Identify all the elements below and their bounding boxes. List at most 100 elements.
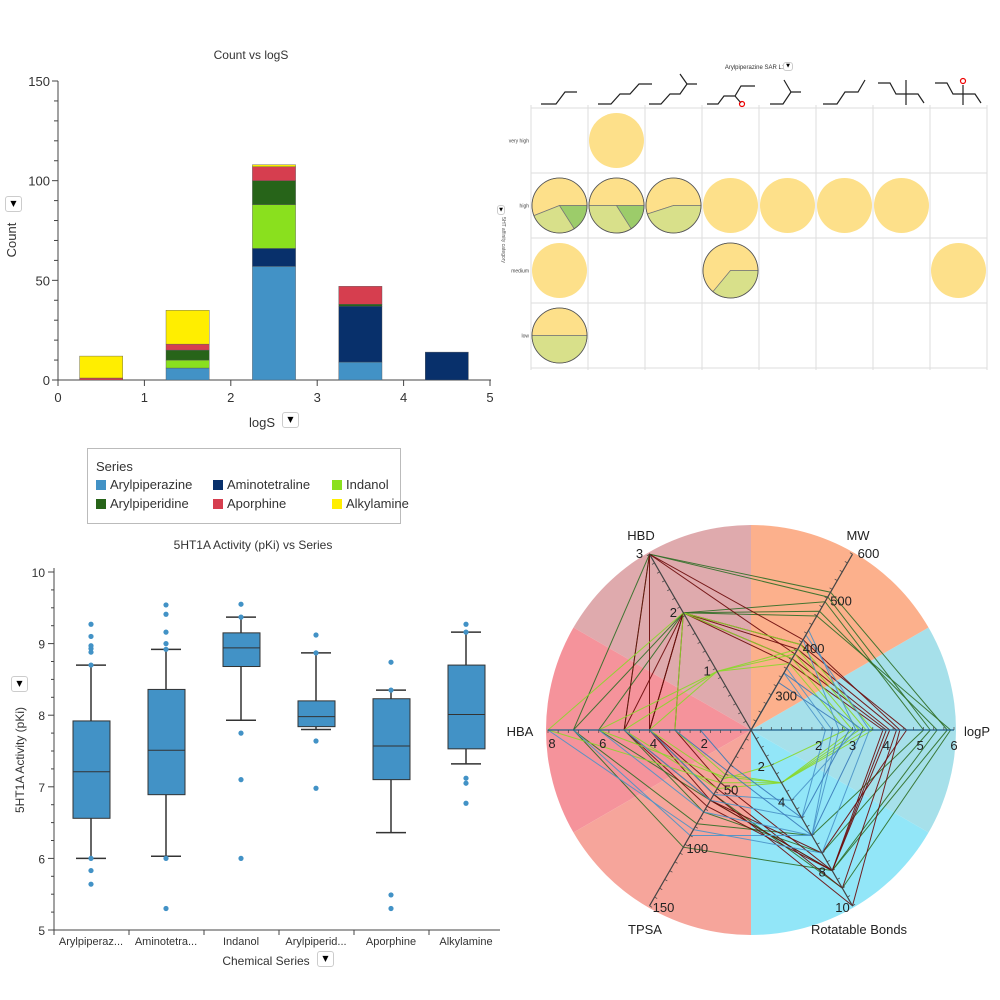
- outlier-point: [163, 611, 169, 617]
- radar-tick-label: 6: [599, 736, 606, 751]
- radar-tick: [837, 877, 841, 880]
- radar-tick: [783, 666, 787, 669]
- radar-axis-label: Rotatable Bonds: [811, 922, 908, 937]
- radar-tick: [669, 870, 673, 873]
- histogram-y-label: Count: [4, 222, 19, 257]
- outlier-point: [163, 629, 169, 635]
- y-tick-label: 10: [32, 566, 46, 580]
- legend-item[interactable]: Aporphine: [213, 496, 286, 511]
- legend-item[interactable]: Alkylamine: [332, 496, 409, 511]
- legend-swatch: [332, 498, 342, 509]
- radar-tick: [849, 552, 853, 555]
- radar-tick: [735, 756, 739, 759]
- outlier-point: [88, 646, 94, 652]
- radar-tick: [710, 800, 714, 803]
- radar-tick: [700, 817, 704, 820]
- y-tick-label: 150: [28, 74, 50, 89]
- outlier-point: [88, 881, 94, 887]
- x-tick-label: Indanol: [223, 936, 259, 948]
- radar-tick: [806, 824, 810, 827]
- legend-swatch: [96, 479, 106, 490]
- oxygen-atom-icon: [959, 77, 967, 85]
- radar-tick: [667, 589, 670, 592]
- radar-tick: [651, 562, 655, 565]
- radar-tick-label: 8: [548, 736, 555, 751]
- pie-chart: [874, 178, 929, 233]
- pie-chart: [589, 113, 644, 168]
- pie-outline: [702, 242, 759, 299]
- radar-tick: [679, 852, 683, 855]
- outlier-point: [463, 780, 469, 786]
- radar-tick-label: 4: [650, 736, 657, 751]
- radar-tick: [819, 605, 823, 608]
- legend-item[interactable]: Aminotetraline: [213, 477, 310, 492]
- legend-label: Indanol: [346, 477, 389, 492]
- radar-tick: [661, 580, 665, 583]
- sar-title-dropdown[interactable]: ▼: [783, 62, 793, 71]
- outlier-point: [88, 633, 94, 640]
- legend-swatch: [213, 498, 223, 509]
- radar-tick: [798, 640, 802, 643]
- radar-tick: [687, 624, 691, 627]
- radar-tick: [740, 747, 744, 750]
- box-plot-y-label: 5HT1A Activity (pKi): [13, 707, 27, 813]
- x-tick-label: Arylpiperaz...: [59, 936, 123, 948]
- box-plot-x-label: Chemical Series: [222, 954, 309, 968]
- legend-title: Series: [96, 459, 133, 474]
- radar-tick-label: 2: [815, 738, 822, 753]
- radar-tick: [694, 826, 698, 829]
- outlier-point: [163, 646, 169, 652]
- outlier-point: [238, 601, 244, 607]
- radar-tick-label: 4: [778, 794, 785, 809]
- radar-axis-label: MW: [846, 528, 870, 543]
- radar-axis-label: logP: [964, 724, 990, 739]
- y-tick-label: 0: [43, 373, 50, 388]
- box-plot-y-axis-dropdown[interactable]: ▼: [11, 676, 28, 692]
- histogram-y-axis-dropdown[interactable]: ▼: [5, 196, 22, 212]
- radar-axis-label: HBD: [627, 528, 654, 543]
- radar-tick-label: 400: [803, 641, 825, 656]
- radar-tick: [649, 905, 653, 908]
- radar-tick: [788, 657, 792, 660]
- outlier-point: [238, 855, 244, 862]
- radar-tick: [844, 561, 848, 564]
- legend-item[interactable]: Arylpiperazine: [96, 477, 192, 492]
- radar-tick: [755, 736, 759, 740]
- x-tick-label: 1: [141, 390, 148, 405]
- radar-tick: [717, 676, 721, 680]
- legend-item[interactable]: Indanol: [332, 477, 389, 492]
- x-tick-label: 0: [54, 390, 61, 405]
- x-tick-label: 4: [400, 390, 407, 405]
- radar-tick: [842, 886, 846, 889]
- pie-chart: [532, 243, 587, 298]
- box-plot-title: 5HT1A Activity (pKi) vs Series: [174, 538, 333, 552]
- y-tick-label: 8: [38, 709, 45, 723]
- bar-segment-alkylamine: [165, 310, 210, 345]
- histogram-x-axis-dropdown[interactable]: ▼: [282, 412, 299, 428]
- legend-label: Alkylamine: [346, 496, 409, 511]
- radar-tick: [766, 754, 769, 757]
- bar-segment-alkylamine: [252, 164, 296, 167]
- bar-segment-aminotetraline: [425, 351, 469, 381]
- bar-segment-aporphine: [338, 286, 383, 305]
- radar-tick: [712, 668, 716, 671]
- outlier-point: [238, 614, 244, 620]
- radar-tick: [659, 887, 663, 891]
- legend-item[interactable]: Arylpiperidine: [96, 496, 189, 511]
- radar-tick-label: 8: [819, 865, 826, 880]
- radar-axis: [750, 729, 854, 907]
- box: [72, 720, 111, 819]
- box-plot-x-axis-dropdown[interactable]: ▼: [317, 951, 334, 967]
- sar-y-axis-dropdown[interactable]: ▼: [497, 205, 505, 215]
- box: [147, 688, 186, 796]
- radar-tick: [707, 659, 711, 662]
- radar-tick-label: 10: [835, 900, 849, 915]
- y-tick-label: 50: [36, 273, 50, 288]
- radar-tick: [826, 860, 830, 863]
- pie-chart: [817, 178, 872, 233]
- oxygen-atom-icon: [738, 100, 746, 108]
- outlier-point: [163, 641, 169, 647]
- radar-tick: [646, 553, 650, 556]
- radar-tick: [829, 587, 833, 590]
